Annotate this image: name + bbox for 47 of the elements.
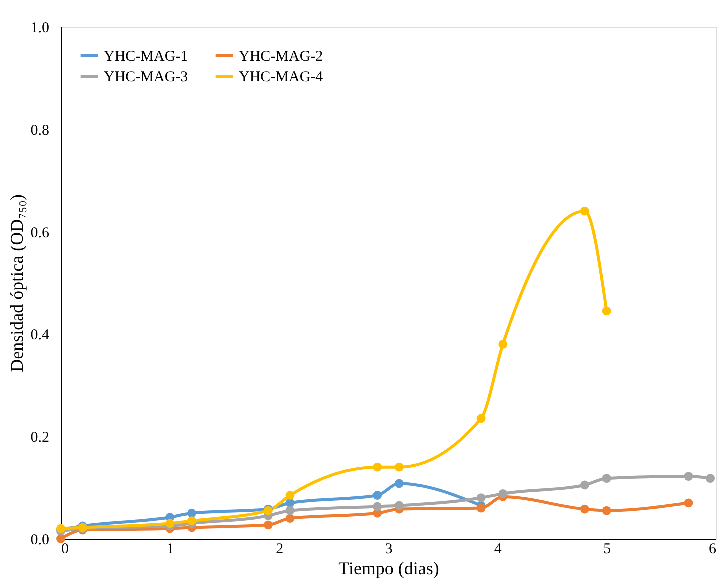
y-tick-label: 0.0 [30, 532, 50, 548]
point [286, 491, 295, 500]
legend-label: YHC-MAG-3 [104, 70, 188, 86]
y-tick-label: 0.8 [30, 122, 50, 139]
point [286, 506, 295, 516]
point [373, 491, 382, 500]
point [373, 502, 382, 512]
point [476, 414, 486, 424]
y-tick-label: 1.0 [30, 20, 50, 36]
point [166, 519, 175, 528]
point [394, 479, 404, 488]
point [706, 474, 716, 484]
y-tick-label: 0.4 [30, 328, 50, 344]
y-tick-label: 0.6 [30, 225, 50, 242]
point [264, 520, 273, 530]
point [56, 534, 66, 544]
point [580, 206, 590, 216]
y-tick-label: 0.2 [30, 430, 50, 446]
point [394, 462, 404, 472]
x-tick-label: 2 [276, 542, 284, 558]
legend-label: YHC-MAG-2 [239, 48, 324, 65]
x-tick-label: 6 [709, 542, 717, 558]
point [476, 494, 486, 503]
point [188, 516, 196, 526]
x-tick-label: 1 [166, 542, 174, 558]
point [286, 514, 295, 523]
point [580, 480, 590, 490]
legend-label: YHC-MAG-4 [239, 70, 324, 86]
x-tick-label: 0 [62, 542, 69, 558]
x-tick-label: 5 [604, 542, 612, 558]
x-tick-label: 4 [494, 542, 502, 558]
point [602, 306, 612, 316]
point [476, 504, 486, 513]
point [498, 489, 508, 498]
point [602, 506, 612, 516]
point [580, 504, 590, 514]
point [684, 498, 694, 508]
point [188, 508, 196, 518]
point [394, 501, 404, 510]
point [373, 462, 382, 472]
legend-label: YHC-MAG-1 [104, 48, 188, 65]
point [498, 340, 508, 349]
point [602, 474, 612, 484]
x-tick-label: 3 [385, 542, 393, 558]
point [684, 472, 694, 481]
y-axis-title: Densidad óptica (OD₇₅₀) [6, 194, 27, 372]
x-axis-title: Tiempo (dias) [338, 558, 440, 578]
